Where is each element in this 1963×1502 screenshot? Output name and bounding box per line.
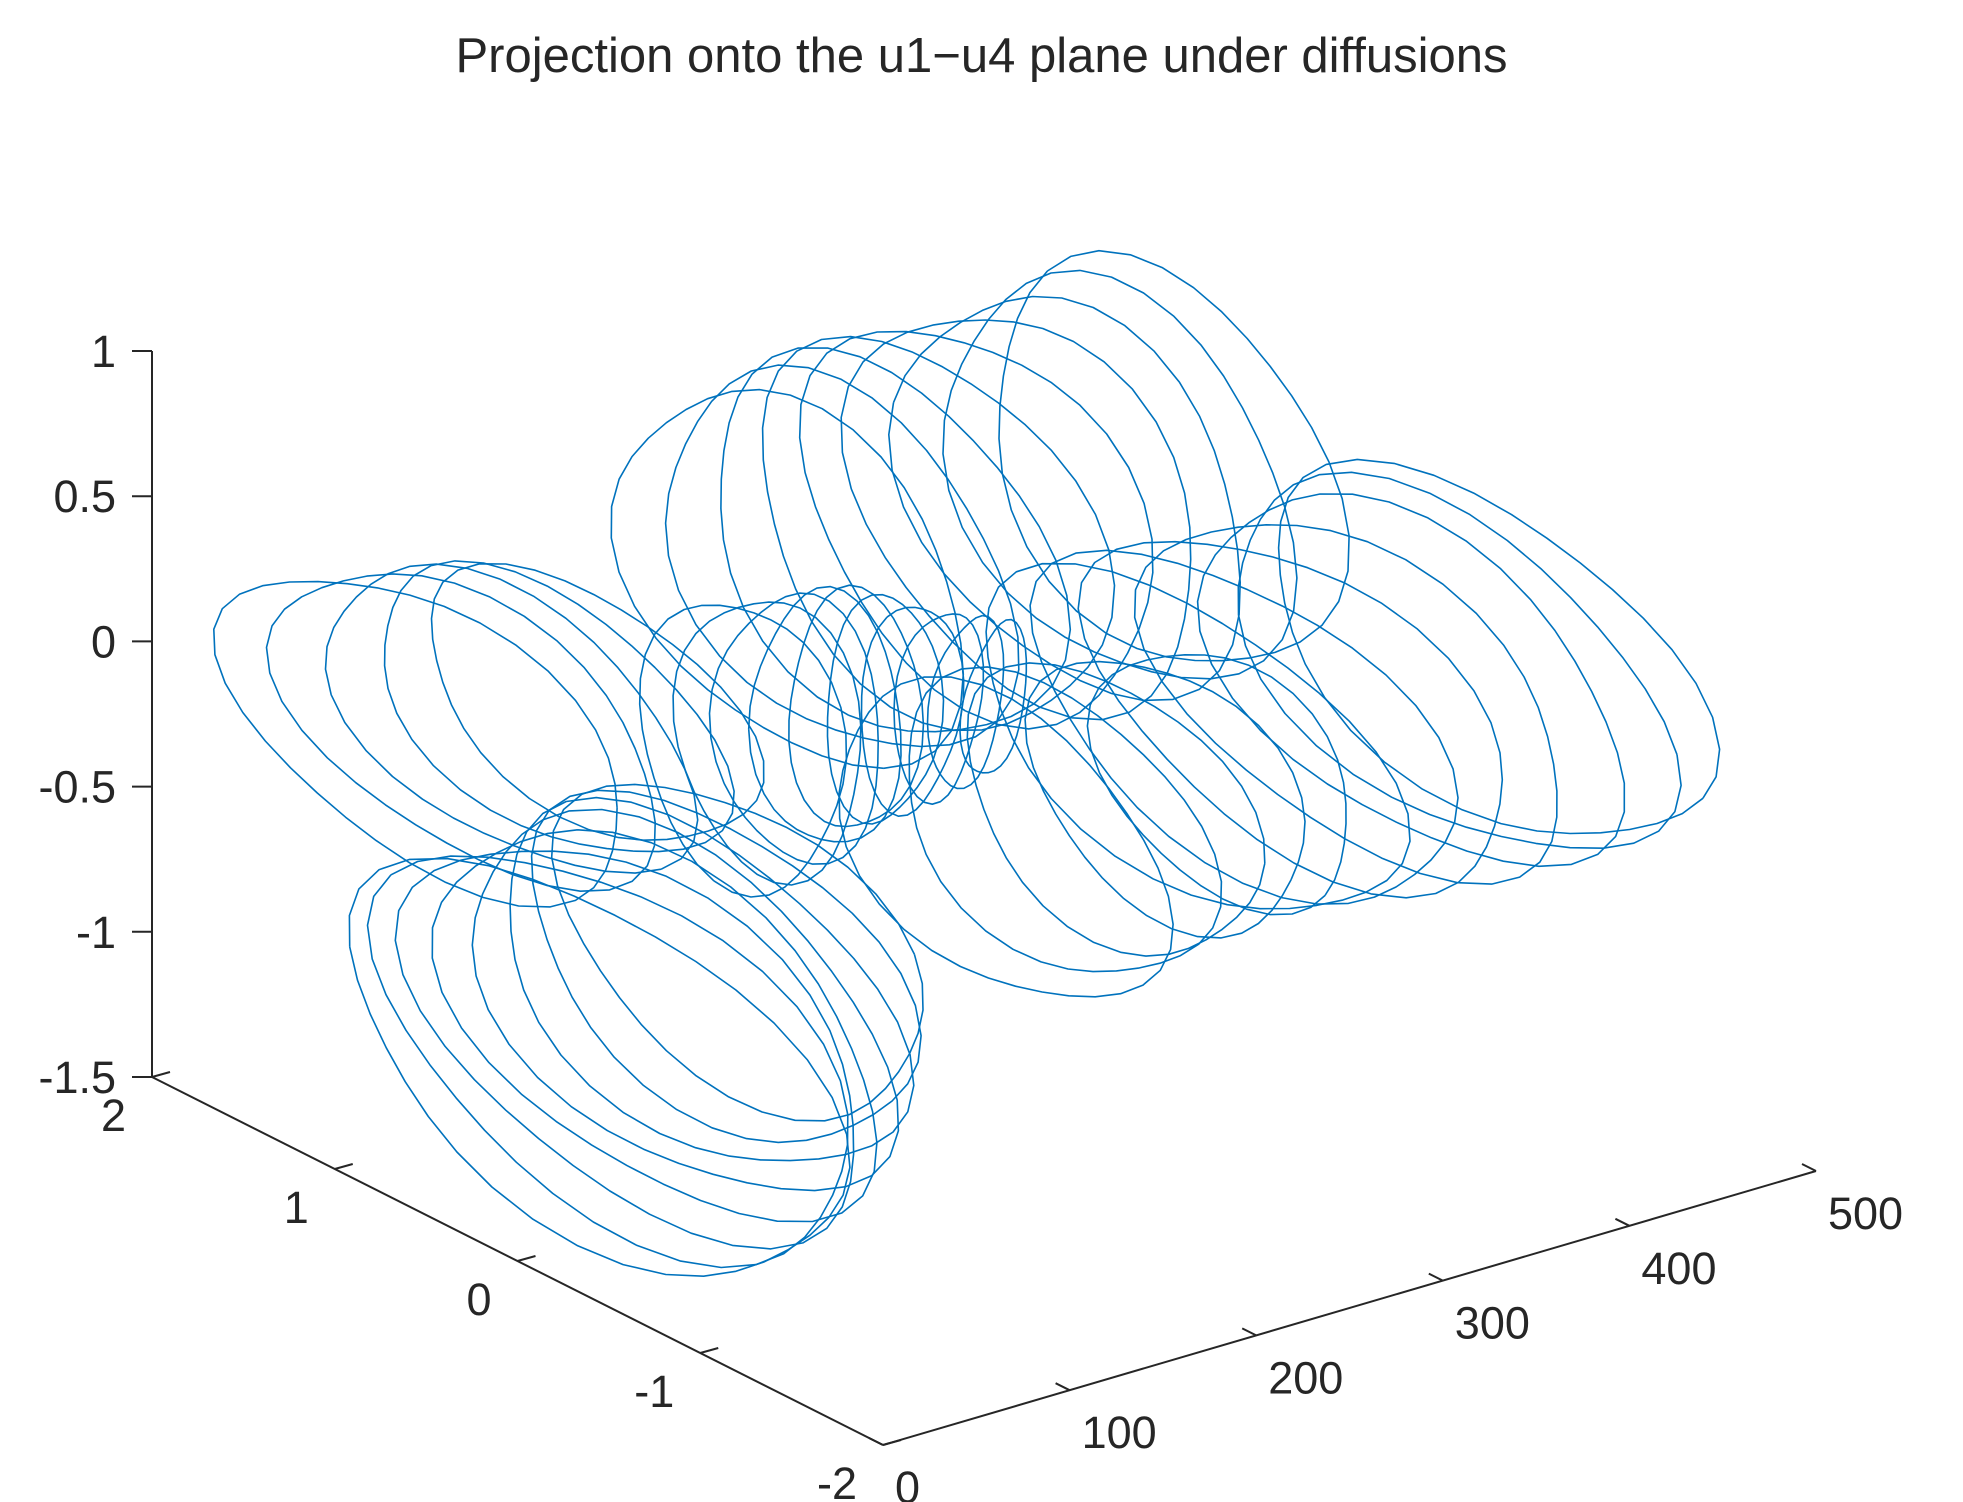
x-tick-label: 0: [895, 1462, 920, 1502]
series-line: [908, 666, 1223, 973]
x-tick: [1241, 1327, 1257, 1337]
series-line: [348, 857, 851, 1277]
z-tick-label: 0: [91, 616, 116, 667]
series-line: [213, 580, 618, 908]
series-line: [720, 347, 1072, 733]
series-line: [265, 573, 657, 893]
series-line: [761, 335, 1116, 732]
y-tick-label: 0: [466, 1274, 491, 1325]
x-tick: [1801, 1163, 1817, 1172]
z-tick-label: 0.5: [53, 471, 116, 522]
z-tick-label: -0.5: [38, 762, 116, 813]
series-line: [838, 676, 1174, 998]
series-line: [638, 604, 848, 898]
x-tick-label: 200: [1268, 1352, 1343, 1403]
series-line: [431, 829, 878, 1223]
series-line: [998, 249, 1350, 662]
y-tick-label: 2: [101, 1090, 126, 1141]
series-line: [610, 388, 965, 770]
y-tick: [882, 1439, 902, 1446]
series-line: [664, 364, 1020, 748]
series-line: [966, 662, 1266, 957]
axes: [132, 350, 1817, 1446]
chart-title: Projection onto the u1−u4 plane under di…: [455, 29, 1508, 83]
series-line: [550, 783, 924, 1122]
z-tick-label: -1: [76, 907, 116, 958]
series-line: [747, 585, 902, 843]
y-tick: [151, 1071, 171, 1078]
series-line: [324, 563, 699, 874]
x-tick-label: 100: [1082, 1407, 1157, 1458]
series-line: [798, 330, 1154, 730]
series-line: [1077, 540, 1504, 899]
series-line: [926, 614, 1005, 790]
x-tick: [1428, 1272, 1444, 1282]
series-line: [1133, 523, 1558, 885]
series-line: [471, 808, 900, 1192]
series-line: [708, 592, 880, 865]
series-line: [893, 613, 985, 806]
tick-labels: 0 100 200 300 400 500 -2 -1 0 1 2-1.5 -1 -0.5 0 0.5 1: [38, 326, 1903, 1502]
series-line: [509, 796, 915, 1162]
series-line: [394, 850, 855, 1250]
series-line: [942, 269, 1298, 680]
series-line: [1277, 458, 1721, 835]
series-line: [1029, 549, 1459, 905]
series-line: [383, 560, 735, 853]
y-tick: [699, 1347, 719, 1354]
x-tick: [1055, 1382, 1071, 1392]
series-line: [366, 855, 849, 1269]
y-tick-label: -1: [634, 1366, 674, 1417]
y-tick-label: -2: [817, 1458, 857, 1502]
series-line: [985, 562, 1411, 910]
z-tick-label: -1.5: [38, 1052, 116, 1103]
series-line: [826, 593, 945, 825]
series-line: [1237, 471, 1682, 850]
z-tick-label: 1: [91, 326, 116, 377]
series-line: [788, 584, 925, 828]
x-tick-label: 300: [1455, 1298, 1530, 1349]
x-tick: [868, 1437, 884, 1446]
series-line: [1196, 493, 1626, 868]
series-line: [840, 319, 1192, 721]
series-line: [887, 295, 1241, 702]
x-tick-label: 400: [1641, 1243, 1716, 1294]
series-line: [959, 618, 1028, 774]
x-tick: [1614, 1217, 1630, 1227]
y-tick: [334, 1163, 354, 1170]
series-line: [672, 601, 862, 886]
x-axis-line: [882, 1170, 1817, 1446]
y-tick: [517, 1255, 536, 1262]
y-tick-label: 1: [284, 1182, 309, 1233]
series-line: [1024, 660, 1306, 939]
x-tick-label: 500: [1828, 1188, 1903, 1239]
series-line: [530, 789, 922, 1144]
data-series: [213, 249, 1721, 1277]
